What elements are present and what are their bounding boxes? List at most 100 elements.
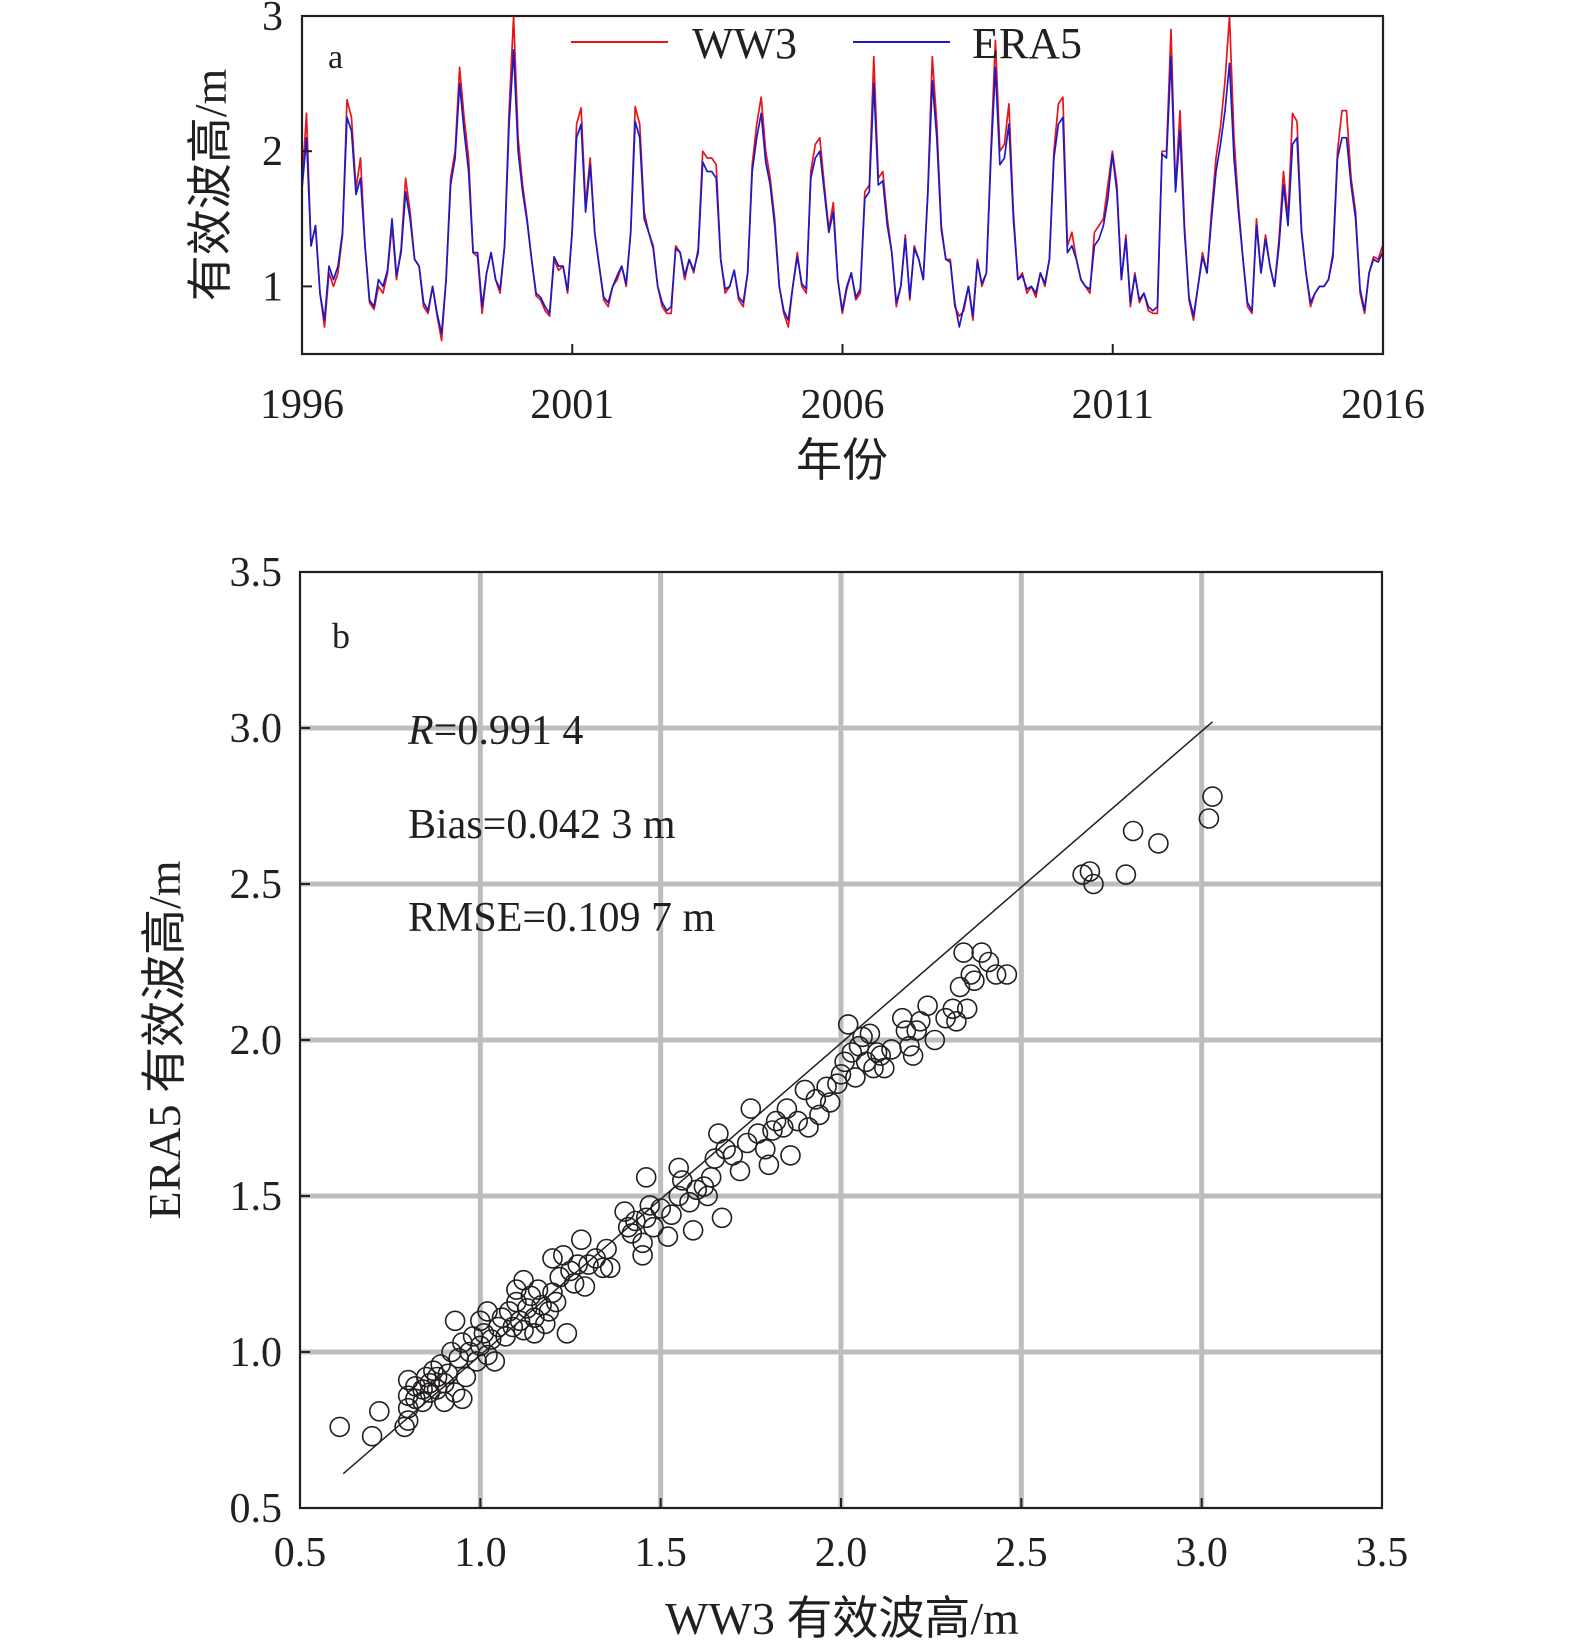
scatter-point — [426, 1366, 448, 1388]
scatter-point — [917, 995, 938, 1017]
panel-b-x-tick-label: 2.5 — [995, 1530, 1048, 1576]
scatter-point — [682, 1220, 704, 1241]
scatter-point — [599, 1257, 621, 1279]
scatter-point — [1079, 861, 1101, 882]
scatter-point — [754, 1138, 776, 1160]
scatter-point — [881, 1039, 902, 1060]
scatter-point — [368, 1401, 390, 1422]
panel-a-x-tick-label: 2006 — [801, 382, 885, 428]
scatter-point — [570, 1229, 592, 1250]
panel-a-x-tick-label: 2011 — [1072, 382, 1154, 428]
scatter-point — [668, 1185, 690, 1207]
scatter-point — [942, 998, 964, 1020]
scatter-point — [643, 1216, 664, 1238]
panel-a-x-axis-label: 年份 — [796, 435, 888, 486]
scatter-point — [477, 1301, 498, 1322]
scatter-point — [949, 976, 971, 998]
panel-b-x-tick-label: 1.5 — [634, 1530, 687, 1576]
scatter-point — [758, 1154, 780, 1176]
panel-b-x-tick-label: 0.5 — [274, 1530, 327, 1576]
scatter-point — [545, 1291, 567, 1313]
panel-b-label: b — [332, 616, 350, 656]
scatter-point — [549, 1266, 571, 1288]
scatter-point — [953, 942, 974, 963]
scatter-point — [444, 1310, 466, 1332]
panel-a-axes: 1996 2001 2006 2011 2016 1 2 3 — [260, 0, 1425, 428]
scatter-point — [762, 1120, 783, 1141]
scatter-point — [451, 1388, 473, 1410]
scatter-point — [996, 964, 1018, 985]
scatter-point — [567, 1254, 589, 1275]
scatter-point — [455, 1366, 477, 1388]
scatter-point — [524, 1307, 545, 1328]
scatter-point — [668, 1157, 690, 1179]
scatter-point — [985, 964, 1007, 985]
scatter-point — [578, 1254, 599, 1275]
scatter-point — [502, 1316, 524, 1338]
scatter-point — [902, 1045, 924, 1066]
scatter-point — [1148, 833, 1169, 854]
scatter-point — [765, 1110, 787, 1132]
scatter-point — [809, 1104, 830, 1126]
scatter-point — [1198, 808, 1220, 829]
scatter-point — [632, 1245, 653, 1266]
scatter-point — [509, 1310, 531, 1332]
panel-a-y-tick-label: 3 — [262, 0, 283, 40]
scatter-point — [556, 1323, 578, 1344]
scatter-point — [639, 1195, 661, 1216]
scatter-point — [484, 1351, 506, 1372]
scatter-point — [740, 1098, 762, 1119]
panel-b-y-tick-label: 3.5 — [230, 550, 283, 596]
scatter-point — [729, 1160, 751, 1182]
scatter-point — [397, 1410, 419, 1431]
series-line-era5 — [302, 48, 1383, 335]
scatter-point — [419, 1372, 441, 1394]
panel-b-x-axis-label: WW3 有效波高/m — [665, 1593, 1019, 1644]
scatter-point — [711, 1207, 733, 1229]
scatter-point — [679, 1191, 700, 1213]
scatter-point — [657, 1226, 679, 1247]
scatter-point — [841, 1042, 863, 1063]
scatter-point — [794, 1079, 816, 1101]
panel-b-axes: 0.5 1.0 1.5 2.0 2.5 3.0 3.5 0.5 1.0 1.5 2.0 2.5 3.0 3… — [230, 550, 1409, 1576]
panel-a-y-axis-label: 有效波高/m — [185, 69, 236, 302]
legend-label-era5: ERA5 — [972, 19, 1082, 68]
annotation-bias: Bias=0.042 3 m — [408, 802, 676, 848]
panel-a-series-layer — [302, 16, 1383, 342]
panel-a-y-tick-label: 2 — [262, 129, 283, 175]
scatter-point — [480, 1329, 502, 1350]
scatter-point — [964, 970, 985, 992]
panel-b-y-tick-label: 1.5 — [230, 1174, 283, 1220]
scatter-point — [542, 1248, 563, 1269]
scatter-point — [477, 1344, 498, 1366]
scatter-point — [596, 1238, 617, 1260]
scatter-point — [715, 1138, 736, 1160]
panel-b-grid — [300, 572, 1382, 1508]
scatter-point — [873, 1057, 895, 1079]
scatter-point — [444, 1382, 466, 1403]
scatter-point — [776, 1098, 798, 1119]
series-line-ww3 — [302, 16, 1383, 342]
scatter-point — [473, 1323, 495, 1344]
scatter-point — [906, 1020, 928, 1041]
annotation-r-symbol: R — [407, 708, 434, 754]
scatter-point — [956, 998, 978, 1020]
scatter-point — [1122, 820, 1144, 842]
panel-b-y-axis-label: ERA5 有效波高/m — [139, 860, 190, 1219]
scatter-point — [650, 1198, 672, 1219]
scatter-point — [574, 1276, 596, 1297]
panel-b-y-tick-label: 1.0 — [230, 1330, 283, 1376]
scatter-point — [787, 1110, 809, 1132]
scatter-point — [870, 1045, 892, 1066]
scatter-point — [513, 1319, 534, 1341]
annotation-r-value: =0.991 4 — [434, 708, 584, 754]
scatter-point — [625, 1210, 646, 1232]
panel-b-y-tick-label: 2.5 — [230, 862, 283, 908]
scatter-point — [466, 1351, 488, 1372]
scatter-point — [924, 1029, 946, 1051]
scatter-point — [415, 1366, 437, 1388]
scatter-point — [819, 1092, 841, 1113]
scatter-point — [635, 1167, 657, 1188]
scatter-point — [960, 964, 982, 985]
panel-a-x-tick-label: 2001 — [530, 382, 614, 428]
